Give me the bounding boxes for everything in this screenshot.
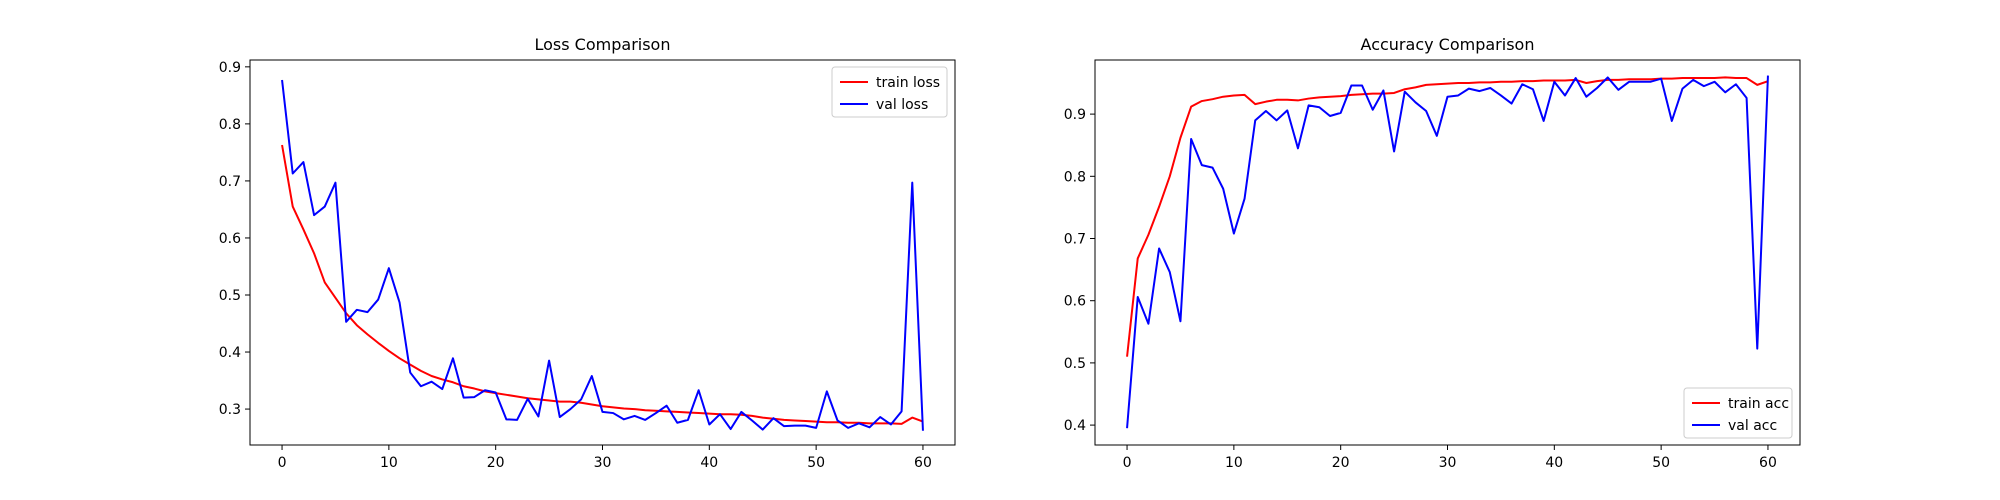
- y-tick-label: 0.4: [219, 345, 241, 361]
- x-tick-label: 30: [1439, 455, 1457, 471]
- x-tick-label: 0: [1123, 455, 1132, 471]
- chart-title: Accuracy Comparison: [1361, 35, 1535, 54]
- y-tick-label: 0.9: [1064, 107, 1086, 123]
- series-line-val-acc: [1126, 75, 1769, 429]
- y-tick-label: 0.7: [1064, 232, 1086, 248]
- x-tick-label: 40: [1545, 455, 1563, 471]
- chart-title: Loss Comparison: [535, 35, 671, 54]
- plot-frame: [1094, 59, 1801, 446]
- legend-label: train acc: [1728, 396, 1789, 412]
- y-tick-label: 0.4: [1064, 418, 1086, 434]
- x-tick-label: 20: [487, 455, 505, 471]
- y-tick-label: 0.6: [1064, 294, 1086, 310]
- x-tick-label: 60: [1759, 455, 1777, 471]
- legend: train acc val acc: [1683, 387, 1793, 439]
- y-tick-label: 0.5: [219, 288, 241, 304]
- y-tick-label: 0.8: [219, 117, 241, 133]
- series-line-val-loss: [281, 79, 924, 431]
- x-tick-label: 60: [914, 455, 932, 471]
- legend-label: train loss: [876, 75, 940, 91]
- legend-label: val loss: [876, 97, 928, 113]
- plot-frame: [249, 59, 956, 446]
- x-tick-label: 10: [380, 455, 398, 471]
- x-tick-label: 50: [807, 455, 825, 471]
- x-tick-label: 20: [1332, 455, 1350, 471]
- y-tick-label: 0.5: [1064, 356, 1086, 372]
- x-tick-label: 10: [1225, 455, 1243, 471]
- accuracy-chart: Accuracy Comparison 0 10 20 30 40 50 60 0.4 0.5 0.…: [1064, 35, 1801, 471]
- legend: train loss val loss: [831, 66, 948, 118]
- legend-label: val acc: [1728, 418, 1777, 434]
- x-tick-label: 40: [700, 455, 718, 471]
- y-tick-label: 0.6: [219, 231, 241, 247]
- series-line-train-loss: [281, 144, 924, 425]
- loss-chart: Loss Comparison 0 10 20 30 40 50 60 0.3 0.4 0.5 0.6…: [219, 35, 956, 471]
- x-tick-label: 30: [594, 455, 612, 471]
- x-tick-label: 50: [1652, 455, 1670, 471]
- x-tick-label: 0: [278, 455, 287, 471]
- y-tick-label: 0.8: [1064, 169, 1086, 185]
- y-tick-label: 0.7: [219, 174, 241, 190]
- y-tick-label: 0.9: [219, 60, 241, 76]
- y-tick-label: 0.3: [219, 402, 241, 418]
